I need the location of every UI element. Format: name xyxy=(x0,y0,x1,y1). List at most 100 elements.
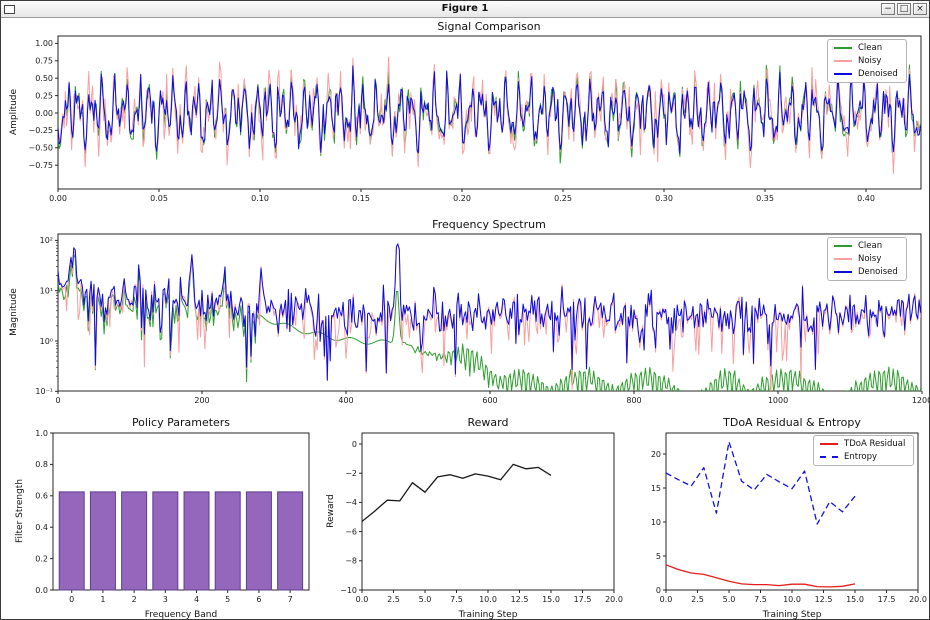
svg-text:12.5: 12.5 xyxy=(815,595,833,604)
tdoa-xlabel: Training Step xyxy=(762,610,822,620)
svg-text:5.0: 5.0 xyxy=(419,595,432,604)
svg-text:−0.50: −0.50 xyxy=(28,144,53,153)
svg-text:20: 20 xyxy=(651,450,661,459)
svg-text:0.30: 0.30 xyxy=(655,194,673,203)
svg-text:0.25: 0.25 xyxy=(554,194,572,203)
legend-label: Denoised xyxy=(858,69,898,79)
legend-line-sample xyxy=(834,47,852,49)
svg-text:1.00: 1.00 xyxy=(35,39,53,48)
signal-series xyxy=(58,54,921,174)
svg-text:10¹: 10¹ xyxy=(40,287,53,296)
svg-text:3: 3 xyxy=(163,595,168,604)
svg-text:0.4: 0.4 xyxy=(35,523,48,532)
svg-text:−10: −10 xyxy=(340,586,357,595)
legend-line-sample xyxy=(820,456,838,458)
spectrum-legend: Clean Noisy Denoised xyxy=(827,237,907,281)
policy-axes: 0 1 2 3 4 5 6 7 0.0 0.2 0.4 0.6 0.8 1.0 xyxy=(35,429,310,604)
svg-text:0.2: 0.2 xyxy=(35,554,48,563)
tdoa-axes: 0.0 2.5 5.0 7.5 10.0 12.5 15.0 17.5 20.0 0 5 10 15 20 xyxy=(651,432,927,604)
svg-text:6: 6 xyxy=(256,595,261,604)
policy-chart-title: Policy Parameters xyxy=(131,416,231,429)
legend-line-sample xyxy=(834,73,852,75)
svg-text:10²: 10² xyxy=(40,236,53,245)
svg-text:20.0: 20.0 xyxy=(909,595,927,604)
spectrum-ylabel: Magnitude xyxy=(9,288,19,336)
svg-text:17.5: 17.5 xyxy=(878,595,896,604)
svg-text:−6: −6 xyxy=(345,527,357,536)
reward-xlabel: Training Step xyxy=(458,610,518,620)
svg-text:600: 600 xyxy=(482,396,497,405)
svg-text:−0.25: −0.25 xyxy=(28,126,53,135)
svg-text:0.35: 0.35 xyxy=(756,194,774,203)
svg-text:5: 5 xyxy=(656,552,661,561)
svg-text:1000: 1000 xyxy=(768,396,788,405)
svg-text:0.25: 0.25 xyxy=(35,91,53,100)
svg-text:10⁰: 10⁰ xyxy=(40,337,53,346)
legend-entry: Entropy xyxy=(820,452,905,462)
svg-text:0.10: 0.10 xyxy=(251,194,269,203)
svg-text:−4: −4 xyxy=(345,498,357,507)
legend-line-sample xyxy=(834,258,852,260)
svg-text:0: 0 xyxy=(69,595,74,604)
legend-line-sample xyxy=(834,60,852,62)
tdoa-chart-title: TDoA Residual & Entropy xyxy=(723,416,861,429)
svg-text:7: 7 xyxy=(288,595,293,604)
window-titlebar[interactable]: Figure 1 − □ × xyxy=(1,1,929,18)
svg-text:10.0: 10.0 xyxy=(783,595,801,604)
legend-entry: Noisy xyxy=(834,56,898,66)
signal-legend: Clean Noisy Denoised xyxy=(827,39,907,83)
close-button[interactable]: × xyxy=(913,3,927,15)
legend-entry: Noisy xyxy=(834,254,898,264)
svg-text:15.0: 15.0 xyxy=(542,595,560,604)
minimize-button[interactable]: − xyxy=(881,3,895,15)
svg-text:0.50: 0.50 xyxy=(35,74,53,83)
legend-line-sample xyxy=(820,443,838,445)
svg-text:2.5: 2.5 xyxy=(691,595,704,604)
svg-text:0.05: 0.05 xyxy=(150,194,168,203)
svg-text:0.0: 0.0 xyxy=(356,595,369,604)
svg-text:400: 400 xyxy=(338,396,353,405)
policy-bars xyxy=(58,491,304,591)
maximize-button[interactable]: □ xyxy=(897,3,911,15)
reward-axes: 0.0 2.5 5.0 7.5 10.0 12.5 15.0 17.5 20.0 0 −2 −4 −6 −… xyxy=(340,432,623,604)
svg-text:0.0: 0.0 xyxy=(35,586,48,595)
legend-line-sample xyxy=(834,271,852,273)
figure-canvas: 0.00 0.05 0.10 0.15 0.20 0.25 0.30 0.35 0.40 1.00… xyxy=(1,19,929,619)
policy-xlabel: Frequency Band xyxy=(144,610,218,620)
svg-text:0: 0 xyxy=(55,396,60,405)
reward-chart-title: Reward xyxy=(467,416,509,429)
legend-entry: Denoised xyxy=(834,267,898,277)
svg-text:4: 4 xyxy=(194,595,199,604)
signal-axes: 0.00 0.05 0.10 0.15 0.20 0.25 0.30 0.35 0.40 1.00… xyxy=(28,35,922,203)
plots-svg: 0.00 0.05 0.10 0.15 0.20 0.25 0.30 0.35 0.401.00… xyxy=(28,35,929,604)
spectrum-chart-title: Frequency Spectrum xyxy=(432,218,546,231)
svg-text:10.0: 10.0 xyxy=(479,595,497,604)
legend-entry: Denoised xyxy=(834,69,898,79)
legend-label: Noisy xyxy=(858,56,882,66)
svg-text:1.0: 1.0 xyxy=(35,429,48,438)
svg-text:20.0: 20.0 xyxy=(605,595,623,604)
svg-text:1200: 1200 xyxy=(912,396,929,405)
svg-text:10: 10 xyxy=(651,518,661,527)
reward-ylabel: Reward xyxy=(326,494,336,528)
window-title: Figure 1 xyxy=(441,3,489,14)
svg-text:−8: −8 xyxy=(345,557,357,566)
svg-text:0.6: 0.6 xyxy=(35,492,48,501)
svg-text:15.0: 15.0 xyxy=(846,595,864,604)
legend-entry: TDoA Residual xyxy=(820,439,905,449)
policy-ylabel: Filter Strength xyxy=(15,478,25,544)
svg-text:2: 2 xyxy=(132,595,137,604)
svg-text:0.15: 0.15 xyxy=(352,194,370,203)
svg-text:10⁻¹: 10⁻¹ xyxy=(35,387,53,396)
svg-text:−2: −2 xyxy=(345,469,357,478)
svg-text:800: 800 xyxy=(626,396,641,405)
svg-text:0.20: 0.20 xyxy=(453,194,471,203)
signal-ylabel: Amplitude xyxy=(9,88,19,136)
legend-line-sample xyxy=(834,245,852,247)
window-menu-icon[interactable] xyxy=(4,4,15,14)
svg-text:15: 15 xyxy=(651,484,661,493)
svg-text:0.0: 0.0 xyxy=(660,595,673,604)
legend-label: TDoA Residual xyxy=(844,439,906,449)
svg-text:1: 1 xyxy=(100,595,105,604)
